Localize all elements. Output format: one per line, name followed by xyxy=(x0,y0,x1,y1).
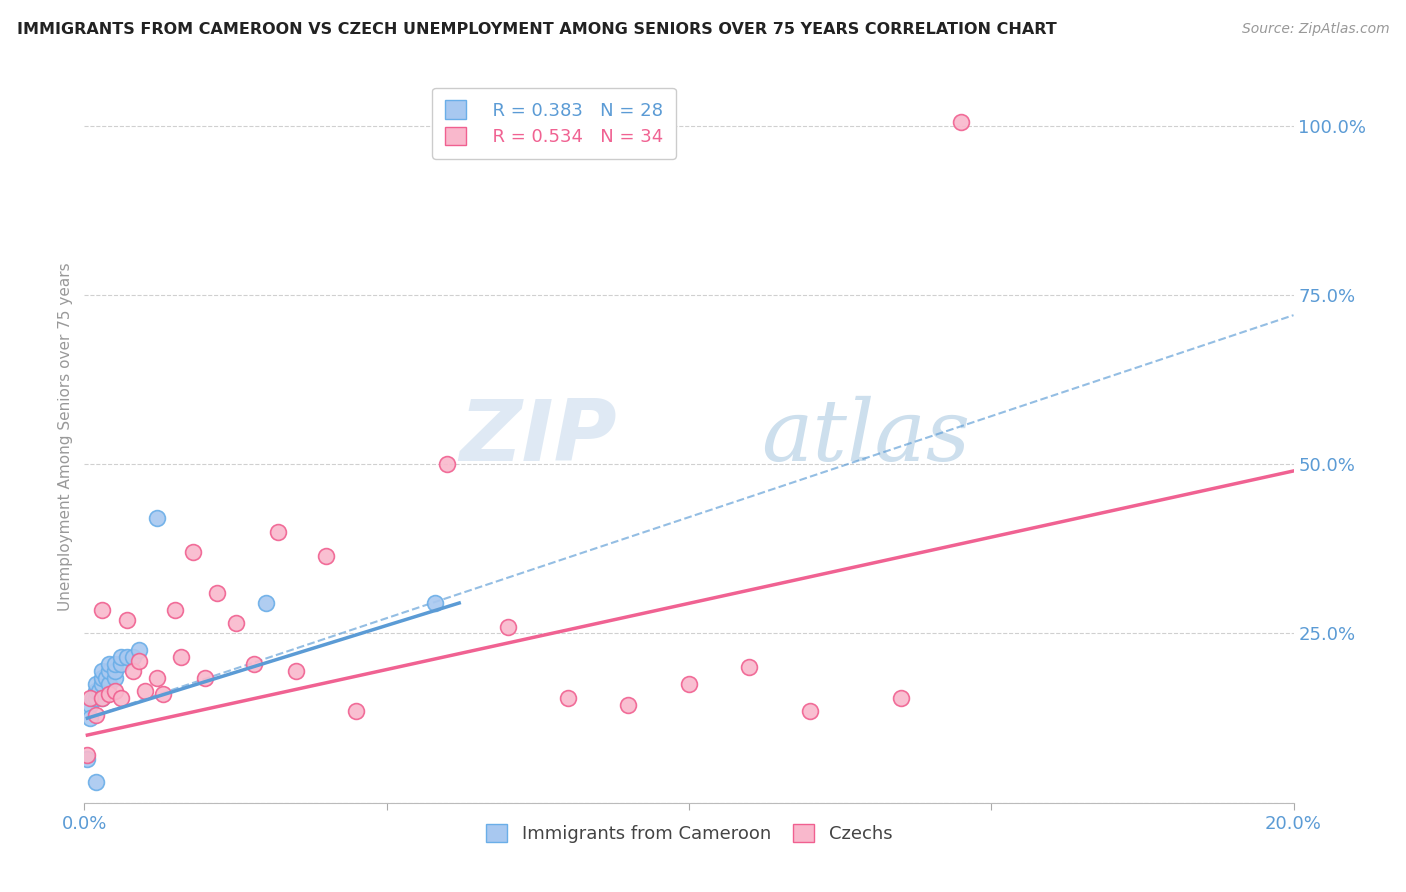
Point xyxy=(97,688,120,702)
Point xyxy=(225,616,247,631)
Point xyxy=(146,671,169,685)
Point xyxy=(91,603,114,617)
Point xyxy=(91,690,114,705)
Point xyxy=(79,690,101,705)
Point xyxy=(86,677,108,691)
Point xyxy=(104,664,127,678)
Point xyxy=(285,664,308,678)
Point xyxy=(115,650,138,665)
Point xyxy=(242,657,264,671)
Text: ZIP: ZIP xyxy=(458,395,616,479)
Point xyxy=(557,690,579,705)
Point xyxy=(91,671,114,685)
Point xyxy=(128,654,150,668)
Point xyxy=(104,671,127,685)
Point xyxy=(170,650,193,665)
Point xyxy=(207,586,229,600)
Point xyxy=(110,657,132,671)
Point xyxy=(110,650,132,665)
Point xyxy=(738,660,761,674)
Point xyxy=(346,705,368,719)
Point xyxy=(121,664,143,678)
Text: atlas: atlas xyxy=(762,396,970,478)
Point xyxy=(79,698,101,712)
Point xyxy=(134,684,156,698)
Point xyxy=(86,684,108,698)
Point xyxy=(254,596,277,610)
Text: IMMIGRANTS FROM CAMEROON VS CZECH UNEMPLOYMENT AMONG SENIORS OVER 75 YEARS CORRE: IMMIGRANTS FROM CAMEROON VS CZECH UNEMPL… xyxy=(17,22,1057,37)
Point xyxy=(152,688,174,702)
Point xyxy=(79,711,101,725)
Point xyxy=(104,657,127,671)
Point xyxy=(76,748,98,763)
Point xyxy=(423,596,446,610)
Legend: Immigrants from Cameroon, Czechs: Immigrants from Cameroon, Czechs xyxy=(477,815,901,852)
Point xyxy=(165,603,187,617)
Point xyxy=(89,684,111,698)
Point xyxy=(110,690,132,705)
Point xyxy=(146,511,169,525)
Point xyxy=(128,643,150,657)
Point xyxy=(94,671,117,685)
Point xyxy=(91,677,114,691)
Point xyxy=(76,752,98,766)
Point xyxy=(97,677,120,691)
Point xyxy=(82,690,104,705)
Point xyxy=(267,524,290,539)
Point xyxy=(315,549,337,563)
Point xyxy=(86,775,108,789)
Point xyxy=(97,664,120,678)
Point xyxy=(617,698,640,712)
Point xyxy=(890,690,912,705)
Point xyxy=(91,690,114,705)
Point xyxy=(86,707,108,722)
Point xyxy=(86,690,108,705)
Point xyxy=(104,684,127,698)
Point xyxy=(799,705,821,719)
Point xyxy=(181,545,204,559)
Point xyxy=(115,613,138,627)
Point xyxy=(950,115,973,129)
Point xyxy=(678,677,700,691)
Point xyxy=(496,620,519,634)
Point xyxy=(436,457,458,471)
Point xyxy=(194,671,217,685)
Text: Source: ZipAtlas.com: Source: ZipAtlas.com xyxy=(1241,22,1389,37)
Point xyxy=(97,657,120,671)
Point xyxy=(121,650,143,665)
Y-axis label: Unemployment Among Seniors over 75 years: Unemployment Among Seniors over 75 years xyxy=(58,263,73,611)
Point xyxy=(91,664,114,678)
